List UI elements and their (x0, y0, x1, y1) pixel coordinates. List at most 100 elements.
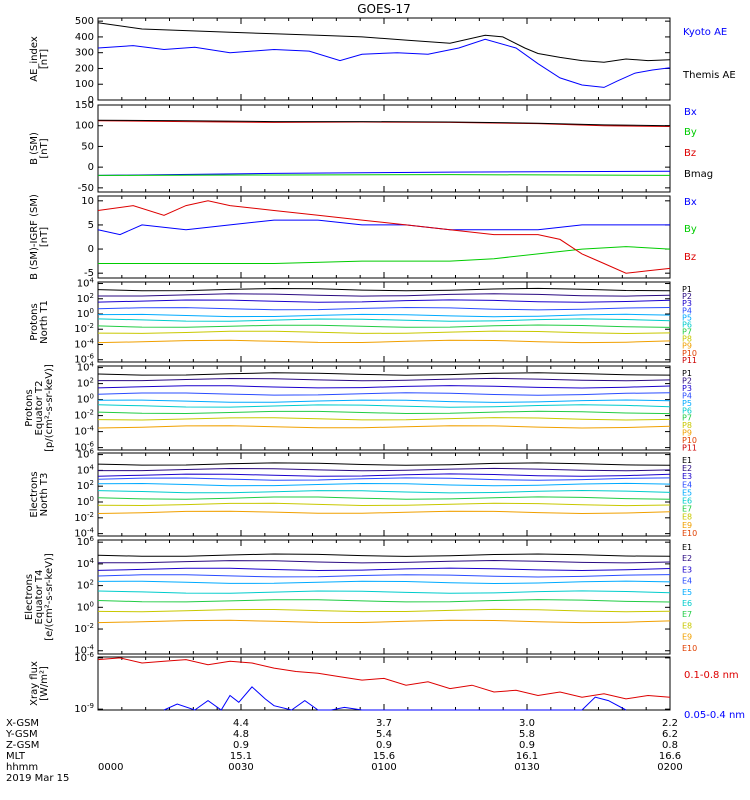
legend-entry: E7 (682, 505, 692, 514)
y-tick-label: -50 (78, 183, 94, 194)
panel-1: 0 100 200 300 400 500 AE_index[nT] Kyoto AE Them… (29, 16, 736, 106)
y-tick-label: 400 (75, 32, 94, 43)
panel-3: -5 0 5 10 B (SM)-IGRF (SM)[nT] Bx By Bz (29, 194, 697, 280)
channel-line (98, 377, 671, 382)
channel-line (97, 313, 671, 318)
channel-line (97, 553, 671, 557)
legend-entry: E2 (682, 554, 692, 563)
panel-frame (97, 656, 671, 711)
legend-entry: P6 (682, 406, 692, 415)
channel-line (97, 574, 671, 578)
panel-frame (97, 539, 671, 655)
legend-entry: P8 (682, 421, 692, 430)
channel-line (97, 599, 671, 603)
legend-entry: 0.05-0.4 nm (684, 710, 745, 721)
legend-entry: E1 (682, 456, 692, 465)
legend-entry: P8 (682, 335, 692, 344)
channel-line (97, 567, 671, 572)
channel-line (97, 473, 671, 477)
channel-line (97, 299, 671, 303)
y-tick-label: 100 (77, 495, 94, 508)
footer-value: 2.2 (662, 718, 678, 729)
legend-entry: 0.1-0.8 nm (684, 670, 739, 681)
legend-entry: P3 (682, 384, 692, 393)
legend-entry: E1 (682, 543, 692, 552)
channel-line (97, 385, 671, 389)
y-tick-label: 10-2 (74, 511, 94, 524)
footer-value: 16.1 (516, 751, 538, 762)
channel-line (98, 559, 671, 564)
legend-entry: E10 (682, 644, 697, 653)
footer-date: 2019 Mar 15 (6, 773, 69, 784)
legend-entry: E9 (682, 521, 692, 530)
footer-value: 0100 (371, 762, 396, 773)
y-tick-label: 100 (77, 307, 94, 320)
legend-entry: P1 (682, 369, 692, 378)
legend-entry: By (684, 224, 697, 235)
footer-row-label: Z-GSM (6, 740, 39, 751)
series-line (97, 170, 671, 176)
legend-entry: P4 (682, 391, 692, 400)
channel-line (97, 404, 671, 408)
footer-value: 0.8 (662, 740, 678, 751)
y-tick-label: 100 (77, 600, 94, 613)
footer-value: 0.9 (233, 740, 249, 751)
y-tick-label: 0 (88, 244, 94, 255)
panel-frame (97, 281, 671, 363)
legend-entry: Bmag (684, 169, 713, 180)
y-tick-label: 50 (81, 141, 94, 152)
channel-line (97, 306, 671, 311)
legend-entry: P11 (682, 444, 697, 453)
footer-value: 3.0 (519, 718, 535, 729)
footer-row-label: hhmm (6, 762, 38, 773)
y-tick-label: 102 (77, 479, 94, 492)
y-tick-label: 104 (77, 361, 95, 374)
panel-frame (97, 195, 671, 279)
legend-entry: P4 (682, 306, 692, 315)
legend-entry: P1 (682, 285, 692, 294)
legend-entry: Bx (684, 107, 697, 118)
legend-entry: E9 (682, 633, 692, 642)
channel-line (97, 502, 671, 507)
legend-entry: Bz (684, 148, 696, 159)
series-line (163, 686, 627, 711)
legend-entry: P10 (682, 349, 697, 358)
y-tick-label: 0 (88, 95, 94, 106)
channel-line (97, 477, 671, 481)
y-axis-label: Xray flux[W/m²] (29, 661, 50, 706)
panel-frame (97, 104, 671, 193)
y-axis-label: AE_index[nT] (29, 36, 50, 82)
channel-line (97, 510, 671, 515)
channel-line (97, 462, 671, 466)
legend-entry: E6 (682, 599, 692, 608)
legend-entry: P3 (682, 299, 692, 308)
legend-entry: P9 (682, 342, 692, 351)
y-axis-label: B (SM)-IGRF (SM)[nT] (29, 194, 50, 280)
legend-entry: P2 (682, 292, 692, 301)
y-tick-label: 10-4 (74, 337, 94, 350)
legend-entry: P7 (682, 328, 692, 337)
legend-entry: P11 (682, 356, 697, 365)
y-tick-label: 10-6 (74, 651, 94, 664)
y-tick-label: 100 (77, 393, 94, 406)
channel-line (98, 467, 671, 472)
legend-entry: P10 (682, 436, 697, 445)
channel-line (97, 580, 671, 585)
legend-entry: E3 (682, 472, 692, 481)
legend-entry: Kyoto AE (683, 27, 727, 38)
channel-line (97, 590, 671, 594)
footer-value: 0000 (98, 762, 123, 773)
legend-entry: P5 (682, 313, 692, 322)
y-tick-label: 150 (75, 100, 94, 111)
footer-value: 0.9 (519, 740, 535, 751)
footer-value: 15.1 (230, 751, 252, 762)
footer-value: 5.4 (376, 729, 392, 740)
channel-line (97, 324, 671, 328)
y-tick-label: 0 (88, 162, 94, 173)
y-tick-label: 10-4 (74, 425, 94, 438)
series-line (97, 219, 670, 236)
